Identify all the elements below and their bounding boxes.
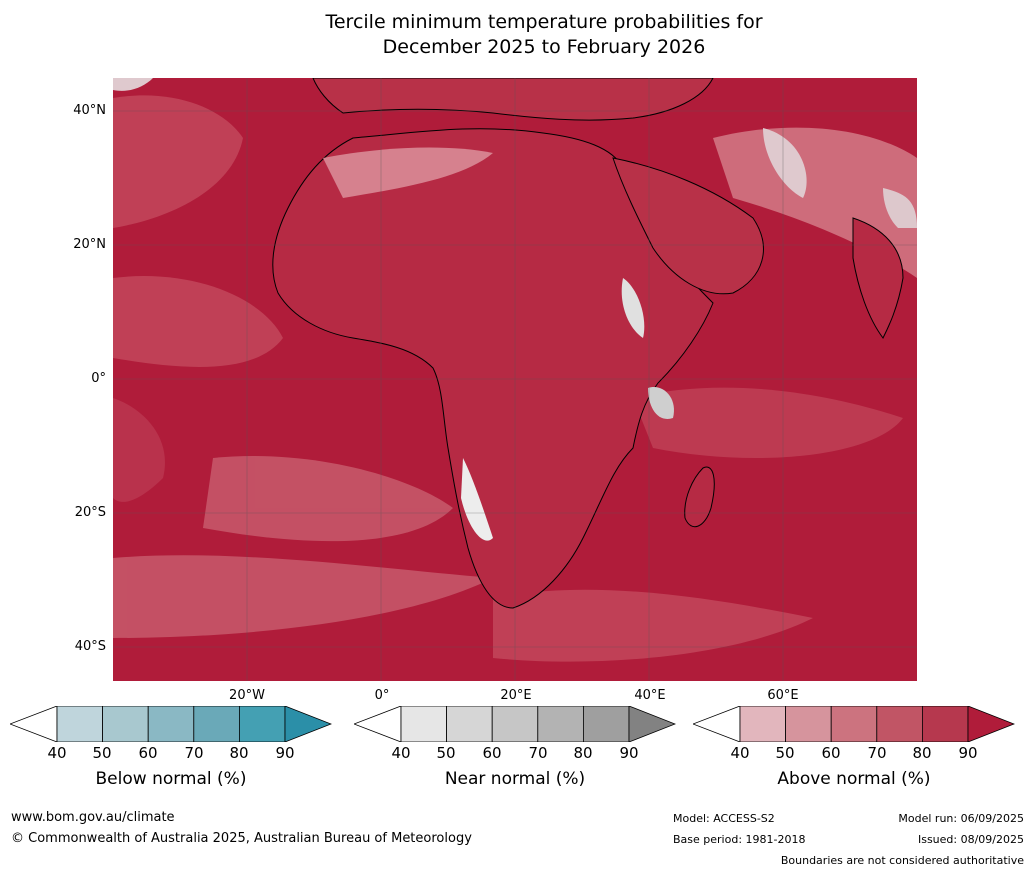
colorbar-segment: [785, 706, 832, 742]
colorbar-segment: [102, 706, 149, 742]
tick-label: 70: [867, 744, 887, 762]
colorbar-segment: [537, 706, 584, 742]
near-normal-colorbar: [354, 706, 676, 742]
graticule: [113, 78, 917, 681]
title-line-1: Tercile minimum temperature probabilitie…: [325, 11, 763, 33]
model-name: Model: ACCESS-S2: [673, 812, 775, 825]
above-normal-title: Above normal (%): [777, 769, 931, 789]
near-normal-title: Near normal (%): [444, 769, 586, 789]
base-period: Base period: 1981-2018: [673, 833, 806, 846]
colorbar-segment: [238, 706, 286, 742]
lon-label-0: 0°: [374, 688, 390, 703]
below-normal-ticks: 40 50 60 70 80 90: [10, 744, 332, 764]
colorbar-max-extension: [628, 706, 676, 742]
colorbar-segment: [400, 706, 447, 742]
tick-label: 50: [775, 744, 795, 762]
colorbar-min-extension: [354, 706, 402, 742]
lon-label-60e: 60°E: [767, 688, 799, 703]
copyright-text: © Commonwealth of Australia 2025, Austra…: [11, 831, 472, 846]
below-normal-colorbar: [10, 706, 332, 742]
lat-label-40n: 40°N: [73, 103, 106, 118]
colorbar-max-extension: [284, 706, 332, 742]
tick-label: 60: [821, 744, 841, 762]
colorbar-segment: [193, 706, 240, 742]
lat-label-0: 0°: [91, 371, 106, 386]
tick-label: 90: [275, 744, 295, 762]
tick-label: 40: [391, 744, 411, 762]
colorbar-segment: [56, 706, 103, 742]
colorbar-segment: [147, 706, 195, 742]
tick-label: 40: [47, 744, 67, 762]
colorbar-segment: [446, 706, 493, 742]
india: [852, 217, 904, 339]
above-normal-colorbar: [693, 706, 1015, 742]
lat-label-20s: 20°S: [74, 505, 106, 520]
tick-label: 90: [619, 744, 639, 762]
tick-label: 80: [229, 744, 249, 762]
lat-label-20n: 20°N: [73, 237, 106, 252]
tick-label: 90: [958, 744, 978, 762]
colorbar-segment: [739, 706, 786, 742]
issued-date: Issued: 08/09/2025: [917, 833, 1024, 846]
title-line-2: December 2025 to February 2026: [382, 36, 706, 58]
colorbar-segment: [491, 706, 539, 742]
model-run-date: Model run: 06/09/2025: [898, 812, 1024, 825]
lon-label-20w: 20°W: [229, 688, 265, 703]
tick-label: 80: [573, 744, 593, 762]
colorbar-segment: [582, 706, 630, 742]
colorbar-segment: [876, 706, 923, 742]
tick-label: 70: [184, 744, 204, 762]
tick-label: 70: [528, 744, 548, 762]
near-normal-ticks: 40 50 60 70 80 90: [354, 744, 676, 764]
tick-label: 60: [482, 744, 502, 762]
europe: [312, 78, 714, 121]
colorbar-max-extension: [967, 706, 1015, 742]
tick-label: 40: [730, 744, 750, 762]
colorbar-segment: [830, 706, 878, 742]
website-link[interactable]: www.bom.gov.au/climate: [11, 810, 175, 825]
tick-label: 50: [436, 744, 456, 762]
lat-label-40s: 40°S: [74, 639, 106, 654]
probability-map[interactable]: [113, 78, 917, 681]
colorbar-segment: [921, 706, 969, 742]
map-title: Tercile minimum temperature probabilitie…: [110, 10, 978, 60]
colorbar-min-extension: [10, 706, 58, 742]
below-normal-title: Below normal (%): [95, 769, 247, 789]
colorbar-min-extension: [693, 706, 741, 742]
boundaries-disclaimer: Boundaries are not considered authoritat…: [780, 854, 1024, 867]
lon-label-40e: 40°E: [634, 688, 666, 703]
above-normal-ticks: 40 50 60 70 80 90: [693, 744, 1015, 764]
probability-shading: [113, 78, 917, 662]
tick-label: 80: [912, 744, 932, 762]
madagascar: [684, 466, 715, 528]
arabian-peninsula: [612, 157, 764, 295]
tick-label: 60: [138, 744, 158, 762]
lon-label-20e: 20°E: [500, 688, 532, 703]
tick-label: 50: [92, 744, 112, 762]
